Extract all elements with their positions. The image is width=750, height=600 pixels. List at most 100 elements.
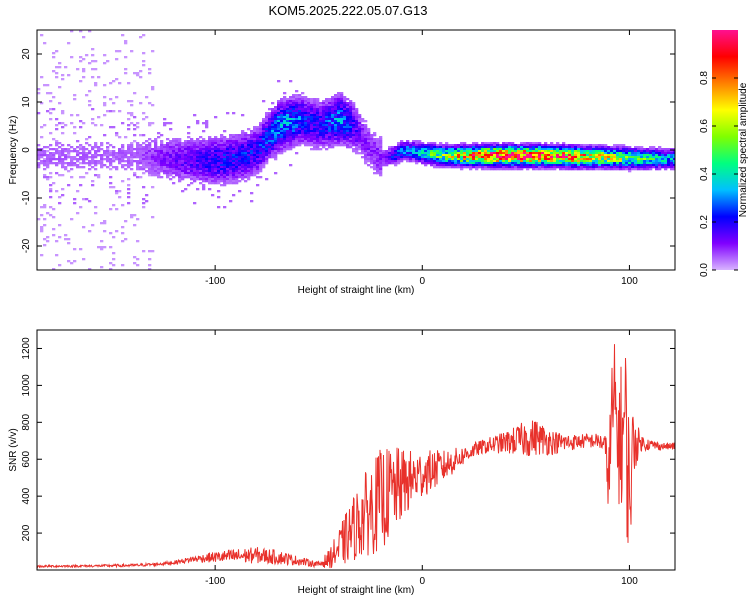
heatmap-cell bbox=[559, 164, 563, 167]
heatmap-cell bbox=[304, 116, 308, 119]
heatmap-cell bbox=[625, 148, 629, 151]
heatmap-cell bbox=[211, 152, 215, 155]
heatmap-cell bbox=[130, 150, 134, 153]
heatmap-cell bbox=[571, 152, 575, 155]
heatmap-cell bbox=[241, 162, 245, 165]
heatmap-cell bbox=[553, 150, 557, 153]
heatmap-cell bbox=[496, 168, 500, 171]
heatmap-cell bbox=[232, 164, 236, 167]
heatmap-cell bbox=[136, 154, 140, 157]
heatmap-cell bbox=[541, 158, 545, 161]
heatmap-cell bbox=[160, 158, 164, 161]
heatmap-cell bbox=[361, 126, 365, 129]
heatmap-cell bbox=[487, 166, 491, 169]
heatmap-cell bbox=[451, 144, 455, 147]
heatmap-cell bbox=[502, 160, 506, 163]
heatmap-cell bbox=[436, 154, 440, 157]
heatmap-cell bbox=[247, 166, 251, 169]
heatmap-cell bbox=[220, 136, 224, 139]
heatmap-cell bbox=[283, 134, 287, 137]
heatmap-cell bbox=[553, 158, 557, 161]
x-tick-label: 100 bbox=[621, 576, 638, 587]
heatmap-cell bbox=[277, 134, 281, 137]
heatmap-cell bbox=[88, 162, 92, 165]
heatmap-cell bbox=[142, 146, 146, 149]
heatmap-cell bbox=[517, 146, 521, 149]
heatmap-cell bbox=[49, 132, 53, 135]
heatmap-cell bbox=[340, 102, 344, 105]
heatmap-cell bbox=[148, 148, 152, 151]
heatmap-cell bbox=[142, 148, 146, 151]
heatmap-cell bbox=[442, 146, 446, 149]
heatmap-cell bbox=[46, 160, 50, 163]
heatmap-cell bbox=[232, 194, 236, 197]
heatmap-cell bbox=[217, 174, 221, 177]
heatmap-cell bbox=[388, 148, 392, 151]
heatmap-cell bbox=[334, 134, 338, 137]
heatmap-cell bbox=[385, 154, 389, 157]
heatmap-cell bbox=[265, 128, 269, 131]
heatmap-cell bbox=[631, 160, 635, 163]
heatmap-cell bbox=[214, 162, 218, 165]
heatmap-cell bbox=[391, 152, 395, 155]
heatmap-cell bbox=[202, 142, 206, 145]
heatmap-cell bbox=[637, 156, 641, 159]
heatmap-cell bbox=[472, 146, 476, 149]
heatmap-cell bbox=[472, 160, 476, 163]
heatmap-cell bbox=[166, 150, 170, 153]
heatmap-cell bbox=[589, 146, 593, 149]
heatmap-cell bbox=[292, 98, 296, 101]
heatmap-cell bbox=[469, 168, 473, 171]
heatmap-cell bbox=[310, 126, 314, 129]
heatmap-cell bbox=[268, 140, 272, 143]
heatmap-cell bbox=[307, 100, 311, 103]
heatmap-cell bbox=[82, 156, 86, 159]
heatmap-cell bbox=[508, 148, 512, 151]
heatmap-cell bbox=[241, 140, 245, 143]
heatmap-cell bbox=[265, 148, 269, 151]
heatmap-cell bbox=[169, 122, 173, 125]
heatmap-cell bbox=[280, 98, 284, 101]
heatmap-cell bbox=[160, 144, 164, 147]
heatmap-cell bbox=[295, 98, 299, 101]
heatmap-cell bbox=[58, 174, 62, 177]
heatmap-cell bbox=[448, 156, 452, 159]
heatmap-cell bbox=[142, 160, 146, 163]
heatmap-cell bbox=[121, 164, 125, 167]
heatmap-cell bbox=[184, 170, 188, 173]
heatmap-cell bbox=[133, 256, 137, 259]
heatmap-cell bbox=[61, 174, 65, 177]
heatmap-cell bbox=[214, 172, 218, 175]
heatmap-cell bbox=[418, 148, 422, 151]
heatmap-cell bbox=[322, 138, 326, 141]
heatmap-cell bbox=[187, 132, 191, 135]
heatmap-cell bbox=[349, 112, 353, 115]
heatmap-cell bbox=[541, 144, 545, 147]
heatmap-cell bbox=[337, 114, 341, 117]
heatmap-cell bbox=[223, 164, 227, 167]
heatmap-cell bbox=[67, 154, 71, 157]
heatmap-cell bbox=[649, 150, 653, 153]
heatmap-cell bbox=[223, 176, 227, 179]
heatmap-cell bbox=[520, 166, 524, 169]
heatmap-cell bbox=[604, 160, 608, 163]
heatmap-cell bbox=[109, 162, 113, 165]
heatmap-cell bbox=[478, 146, 482, 149]
heatmap-cell bbox=[568, 148, 572, 151]
heatmap-cell bbox=[220, 152, 224, 155]
heatmap-cell bbox=[397, 150, 401, 153]
heatmap-cell bbox=[247, 128, 251, 131]
heatmap-cell bbox=[307, 132, 311, 135]
heatmap-cell bbox=[379, 140, 383, 143]
colorbar-ticks: 0.00.20.40.60.8 bbox=[699, 71, 738, 277]
heatmap-cell bbox=[367, 164, 371, 167]
heatmap-cell bbox=[667, 166, 671, 169]
heatmap-cell bbox=[133, 160, 137, 163]
heatmap-cell bbox=[655, 152, 659, 155]
heatmap-cell bbox=[109, 262, 113, 265]
heatmap-cell bbox=[316, 110, 320, 113]
heatmap-cell bbox=[661, 162, 665, 165]
heatmap-cell bbox=[583, 154, 587, 157]
heatmap-cell bbox=[202, 188, 206, 191]
heatmap-cell bbox=[208, 158, 212, 161]
